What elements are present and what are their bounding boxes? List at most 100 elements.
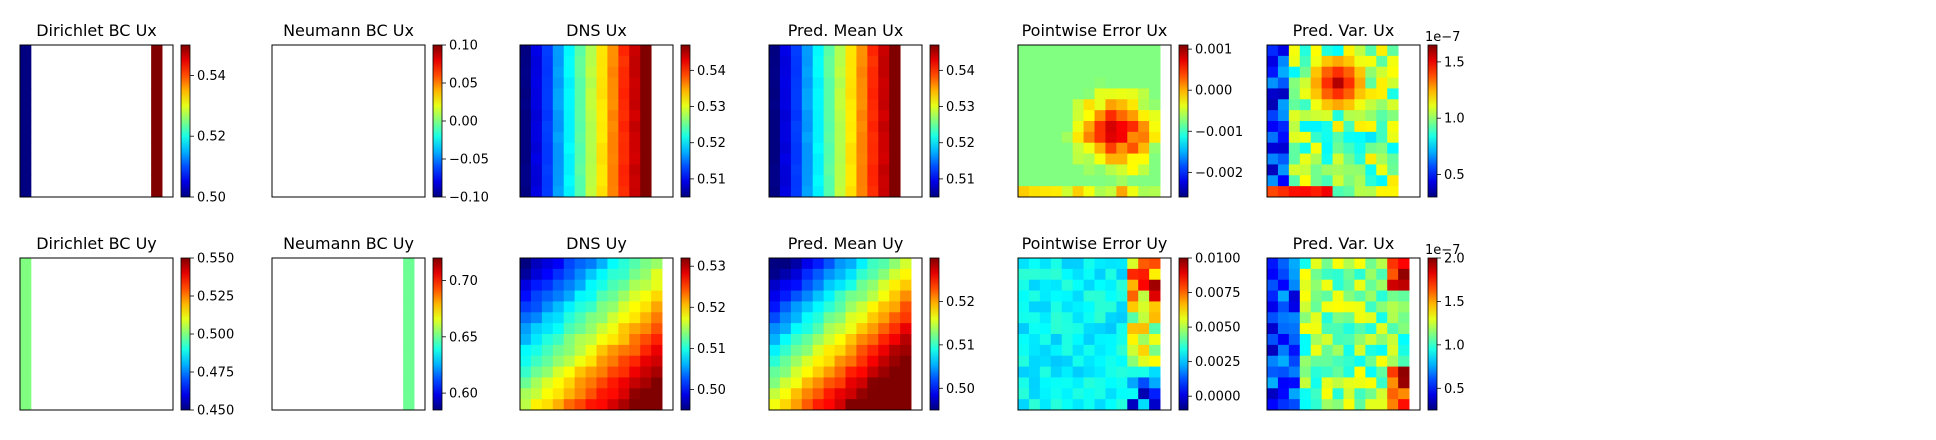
heatmap-cell	[1094, 290, 1106, 302]
subplot-1: Dirichlet BC Ux0.500.520.54	[19, 21, 226, 206]
heatmap-cell	[1332, 366, 1344, 378]
heatmap-cell	[790, 377, 803, 389]
heatmap-cell	[1039, 121, 1052, 133]
heatmap-cell	[1387, 323, 1399, 335]
colorbar-tick-label: 0.60	[449, 387, 478, 402]
heatmap-cell	[1299, 355, 1312, 367]
heatmap-cell	[1083, 110, 1095, 122]
heatmap-cell	[1310, 66, 1323, 78]
heatmap-cell	[596, 323, 608, 335]
heatmap-cell	[1277, 258, 1290, 270]
heatmap-cell	[607, 66, 619, 78]
heatmap-cell	[1050, 290, 1063, 302]
heatmap-cell	[1277, 45, 1290, 57]
heatmap-cell	[596, 388, 608, 400]
heatmap-cell	[1365, 323, 1377, 335]
heatmap-cell	[790, 388, 803, 400]
heatmap-cell	[1387, 66, 1399, 78]
heatmap-cell	[20, 366, 32, 378]
heatmap-cell	[1288, 175, 1301, 187]
heatmap-cell	[520, 334, 532, 346]
heatmap-cell	[889, 131, 901, 144]
heatmap-cell	[1343, 131, 1355, 144]
heatmap-cell	[1398, 258, 1410, 270]
heatmap-cell	[1299, 99, 1312, 111]
heatmap-cell	[1050, 153, 1063, 165]
colorbar-tick-label: 0.0000	[1195, 390, 1241, 405]
heatmap-cell	[552, 323, 565, 335]
heatmap-cell	[20, 323, 32, 335]
heatmap-cell	[541, 66, 554, 78]
heatmap-cell	[1354, 175, 1366, 187]
heatmap-cell	[1127, 366, 1139, 378]
heatmap-cell	[629, 312, 641, 324]
heatmap-cell	[1149, 45, 1161, 57]
heatmap-cell	[618, 186, 630, 198]
heatmap-cell	[574, 153, 586, 165]
heatmap-cell	[574, 344, 586, 357]
heatmap-cell	[1277, 399, 1290, 411]
heatmap-cell	[790, 268, 803, 281]
heatmap-cell	[151, 45, 163, 57]
heatmap-cell	[779, 153, 792, 165]
heatmap-cell	[1083, 399, 1095, 411]
heatmap-cell	[618, 88, 630, 100]
heatmap-cell	[1127, 131, 1139, 144]
heatmap-cell	[618, 121, 630, 133]
heatmap-cell	[1149, 377, 1161, 389]
heatmap-cell	[867, 323, 879, 335]
heatmap-cell	[1299, 279, 1312, 291]
heatmap-cell	[403, 399, 415, 411]
heatmap-cell	[1365, 99, 1377, 111]
heatmap-cell	[878, 355, 890, 367]
heatmap-cell	[607, 88, 619, 100]
heatmap-cell	[1288, 344, 1301, 357]
heatmap-cell	[1083, 88, 1095, 100]
heatmap-cell	[530, 377, 543, 389]
heatmap-cell	[779, 312, 792, 324]
heatmap-cell	[1116, 186, 1128, 198]
heatmap-cell	[1310, 110, 1323, 122]
heatmap-cell	[1310, 153, 1323, 165]
heatmap-cell	[1354, 55, 1366, 68]
heatmap-cell	[1332, 377, 1344, 389]
heatmap-cell	[1072, 153, 1084, 165]
heatmap-cell	[1072, 258, 1084, 270]
heatmap-cell	[1116, 142, 1128, 154]
heatmap-cell	[1310, 366, 1323, 378]
colorbar-tick-label: 1.0	[1444, 338, 1465, 353]
colorbar-tick-label: −0.10	[449, 191, 489, 206]
subplot-title: Pred. Mean Uy	[788, 234, 904, 253]
heatmap-cell	[151, 153, 163, 165]
heatmap-cell	[1277, 301, 1290, 313]
heatmap-cell	[1267, 301, 1279, 313]
heatmap-cell	[1288, 258, 1301, 270]
heatmap-cell	[596, 153, 608, 165]
heatmap-cell	[1310, 279, 1323, 291]
heatmap-cell	[856, 131, 868, 144]
heatmap-cell	[520, 142, 532, 154]
heatmap-cell	[563, 55, 576, 68]
heatmap-cell	[900, 399, 912, 411]
heatmap-cell	[618, 323, 630, 335]
heatmap-cell	[1138, 110, 1150, 122]
plot-frame	[519, 257, 674, 411]
heatmap-cell	[1376, 323, 1388, 335]
heatmap-cell	[1116, 131, 1128, 144]
heatmap-cell	[585, 186, 597, 198]
heatmap-cell	[801, 110, 814, 122]
heatmap-cell	[878, 366, 890, 378]
heatmap-cell	[530, 121, 543, 133]
heatmap-cell	[1072, 355, 1084, 367]
heatmap-cell	[1354, 153, 1366, 165]
heatmap-cell	[856, 355, 868, 367]
heatmap-cell	[1321, 66, 1333, 78]
heatmap-cell	[563, 164, 576, 176]
heatmap-cell	[1376, 186, 1388, 198]
heatmap-cell	[1310, 334, 1323, 346]
plot-frame	[1017, 44, 1172, 198]
heatmap-cell	[1094, 153, 1106, 165]
heatmap-cell	[1288, 110, 1301, 122]
heatmap-cell	[878, 121, 890, 133]
heatmap-cell	[1050, 366, 1063, 378]
